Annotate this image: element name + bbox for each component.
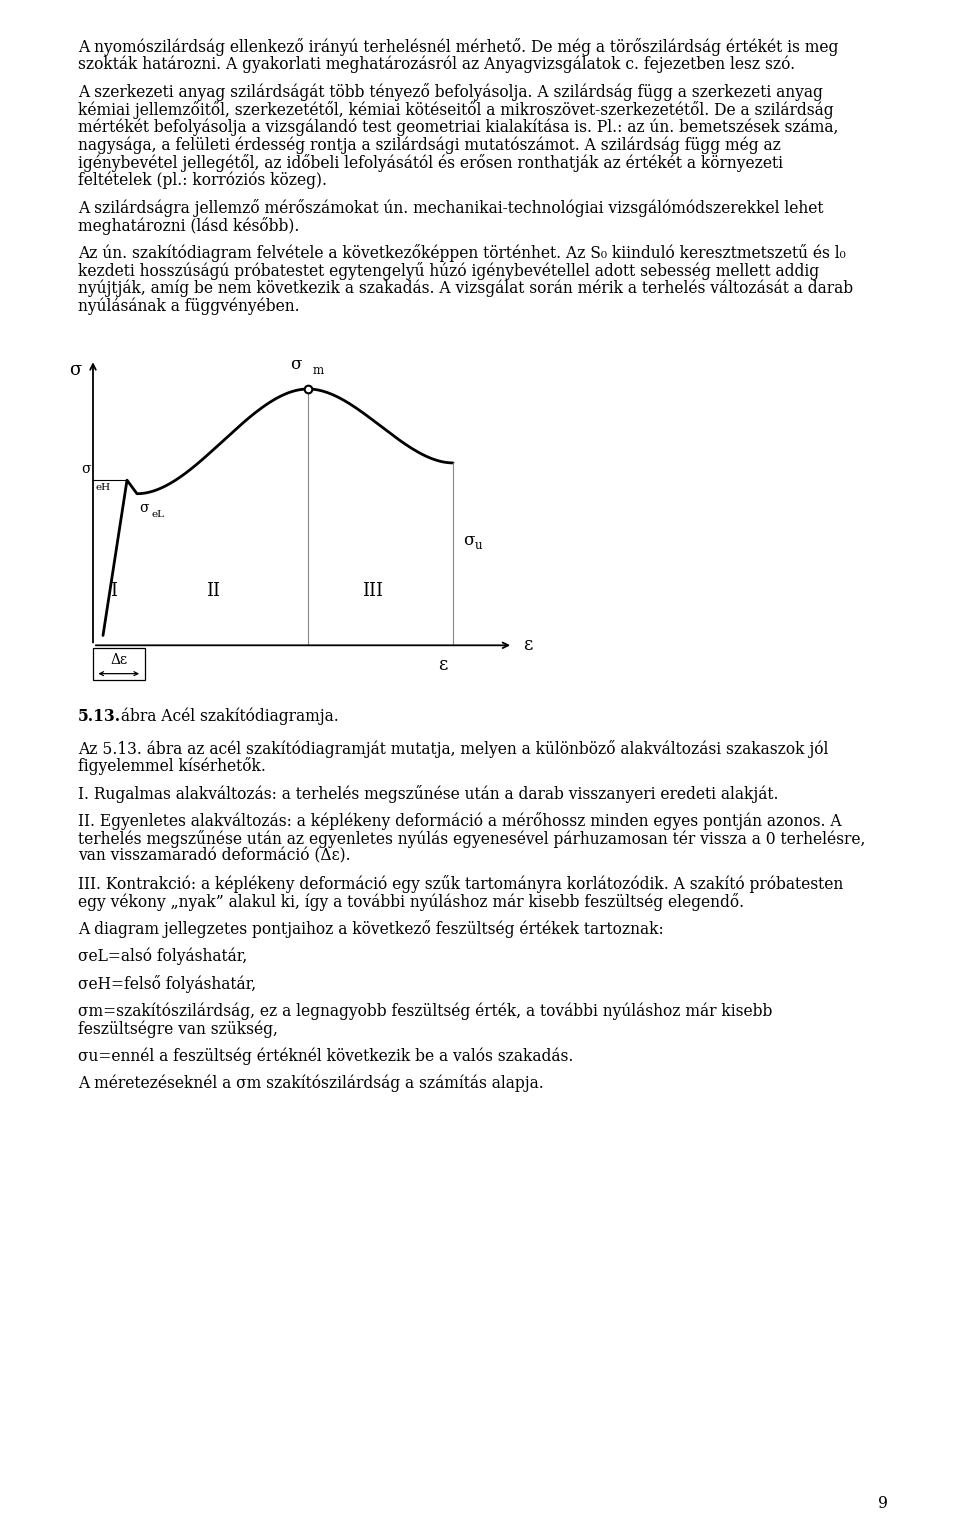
Text: A nyomószilárdság ellenkező irányú terhelésnél mérhető. De még a törőszilárdság : A nyomószilárdság ellenkező irányú terhe…: [78, 38, 838, 56]
Text: σ: σ: [81, 463, 90, 476]
Text: Az 5.13. ábra az acél szakítódiagramját mutatja, melyen a különböző alakváltozás: Az 5.13. ábra az acél szakítódiagramját …: [78, 739, 828, 757]
Text: ε: ε: [439, 657, 447, 673]
Text: σ: σ: [69, 362, 82, 379]
Text: kémiai jellemzőitől, szerkezetétől, kémiai kötéseitől a mikroszövet-szerkezetétő: kémiai jellemzőitől, szerkezetétől, kémi…: [78, 101, 833, 119]
Text: u: u: [475, 539, 483, 551]
Text: σ: σ: [139, 501, 149, 515]
Text: A szerkezeti anyag szilárdságát több tényező befolyásolja. A szilárdság függ a s: A szerkezeti anyag szilárdságát több tén…: [78, 82, 823, 101]
Text: σeL=alsó folyáshatár,: σeL=alsó folyáshatár,: [78, 947, 248, 965]
Text: szokták határozni. A gyakorlati meghatározásról az Anyagvizsgálatok c. fejezetbe: szokták határozni. A gyakorlati meghatár…: [78, 55, 795, 73]
Text: I. Rugalmas alakváltozás: a terhelés megszűnése után a darab visszanyeri eredeti: I. Rugalmas alakváltozás: a terhelés meg…: [78, 785, 779, 803]
Text: nagysága, a felületi érdesség rontja a szilárdsági mutatószámot. A szilárdság fü: nagysága, a felületi érdesség rontja a s…: [78, 136, 780, 154]
Text: II. Egyenletes alakváltozás: a képlékeny deformáció a mérőhossz minden egyes pon: II. Egyenletes alakváltozás: a képlékeny…: [78, 812, 842, 831]
Text: mértékét befolyásolja a vizsgálandó test geometriai kialakítása is. Pl.: az ún. : mértékét befolyásolja a vizsgálandó test…: [78, 119, 838, 136]
Text: nyúlásának a függvényében.: nyúlásának a függvényében.: [78, 298, 300, 315]
Text: terhelés megszűnése után az egyenletes nyúlás egyenesével párhuzamosan tér vissz: terhelés megszűnése után az egyenletes n…: [78, 829, 865, 847]
Text: I: I: [110, 582, 117, 600]
Text: σeH=felső folyáshatár,: σeH=felső folyáshatár,: [78, 974, 256, 993]
Text: A diagram jellegzetes pontjaihoz a következő feszültség értékek tartoznak:: A diagram jellegzetes pontjaihoz a követ…: [78, 921, 663, 938]
Text: eL: eL: [151, 510, 164, 519]
Text: kezdeti hosszúságú próbatestet egytengelyű húzó igénybevétellel adott sebesség m: kezdeti hosszúságú próbatestet egytengel…: [78, 261, 819, 279]
Text: ábra Acél szakítódiagramja.: ábra Acél szakítódiagramja.: [116, 707, 339, 725]
Text: igénybevétel jellegétől, az időbeli lefolyásától és erősen ronthatják az értékét: igénybevétel jellegétől, az időbeli lefo…: [78, 154, 783, 173]
Text: 5.13.: 5.13.: [78, 707, 121, 725]
Text: feszültségre van szükség,: feszültségre van szükség,: [78, 1020, 277, 1037]
Text: σu=ennél a feszültség értéknél következik be a valós szakadás.: σu=ennél a feszültség értéknél következi…: [78, 1048, 573, 1064]
Text: van visszamaradó deformáció (Δε).: van visszamaradó deformáció (Δε).: [78, 847, 350, 864]
Text: Az ún. szakítódiagram felvétele a következőképpen történhet. Az S₀ kiinduló kere: Az ún. szakítódiagram felvétele a követk…: [78, 244, 846, 263]
Text: ε: ε: [523, 637, 533, 654]
Text: σ: σ: [290, 356, 301, 373]
Text: A méretezéseknél a σm szakítószilárdság a számítás alapja.: A méretezéseknél a σm szakítószilárdság …: [78, 1075, 543, 1092]
Text: egy vékony „nyak” alakul ki, így a további nyúláshoz már kisebb feszültség elege: egy vékony „nyak” alakul ki, így a továb…: [78, 893, 744, 910]
Bar: [93, 647, 145, 680]
Text: Δε: Δε: [110, 654, 128, 667]
Text: II: II: [206, 582, 220, 600]
Text: eH: eH: [95, 483, 110, 492]
Text: feltételek (pl.: korróziós közeg).: feltételek (pl.: korróziós közeg).: [78, 171, 327, 189]
Text: figyelemmel kísérhetők.: figyelemmel kísérhetők.: [78, 757, 266, 776]
Text: III. Kontrakció: a képlékeny deformáció egy szűk tartományra korlátozódik. A sza: III. Kontrakció: a képlékeny deformáció …: [78, 875, 843, 893]
Text: meghatározni (lásd később).: meghatározni (lásd később).: [78, 217, 300, 235]
Text: A szilárdságra jellemző mérőszámokat ún. mechanikai-technológiai vizsgálómódszer: A szilárdságra jellemző mérőszámokat ún.…: [78, 199, 824, 217]
Text: σ: σ: [463, 531, 474, 550]
Text: 9: 9: [878, 1495, 888, 1512]
Text: σm=szakítószilárdság, ez a legnagyobb feszültség érték, a további nyúláshoz már : σm=szakítószilárdság, ez a legnagyobb fe…: [78, 1002, 773, 1020]
Text: III: III: [363, 582, 383, 600]
Text: m: m: [313, 363, 324, 377]
Text: nyújtják, amíg be nem következik a szakadás. A vizsgálat során mérik a terhelés : nyújtják, amíg be nem következik a szaka…: [78, 279, 853, 298]
